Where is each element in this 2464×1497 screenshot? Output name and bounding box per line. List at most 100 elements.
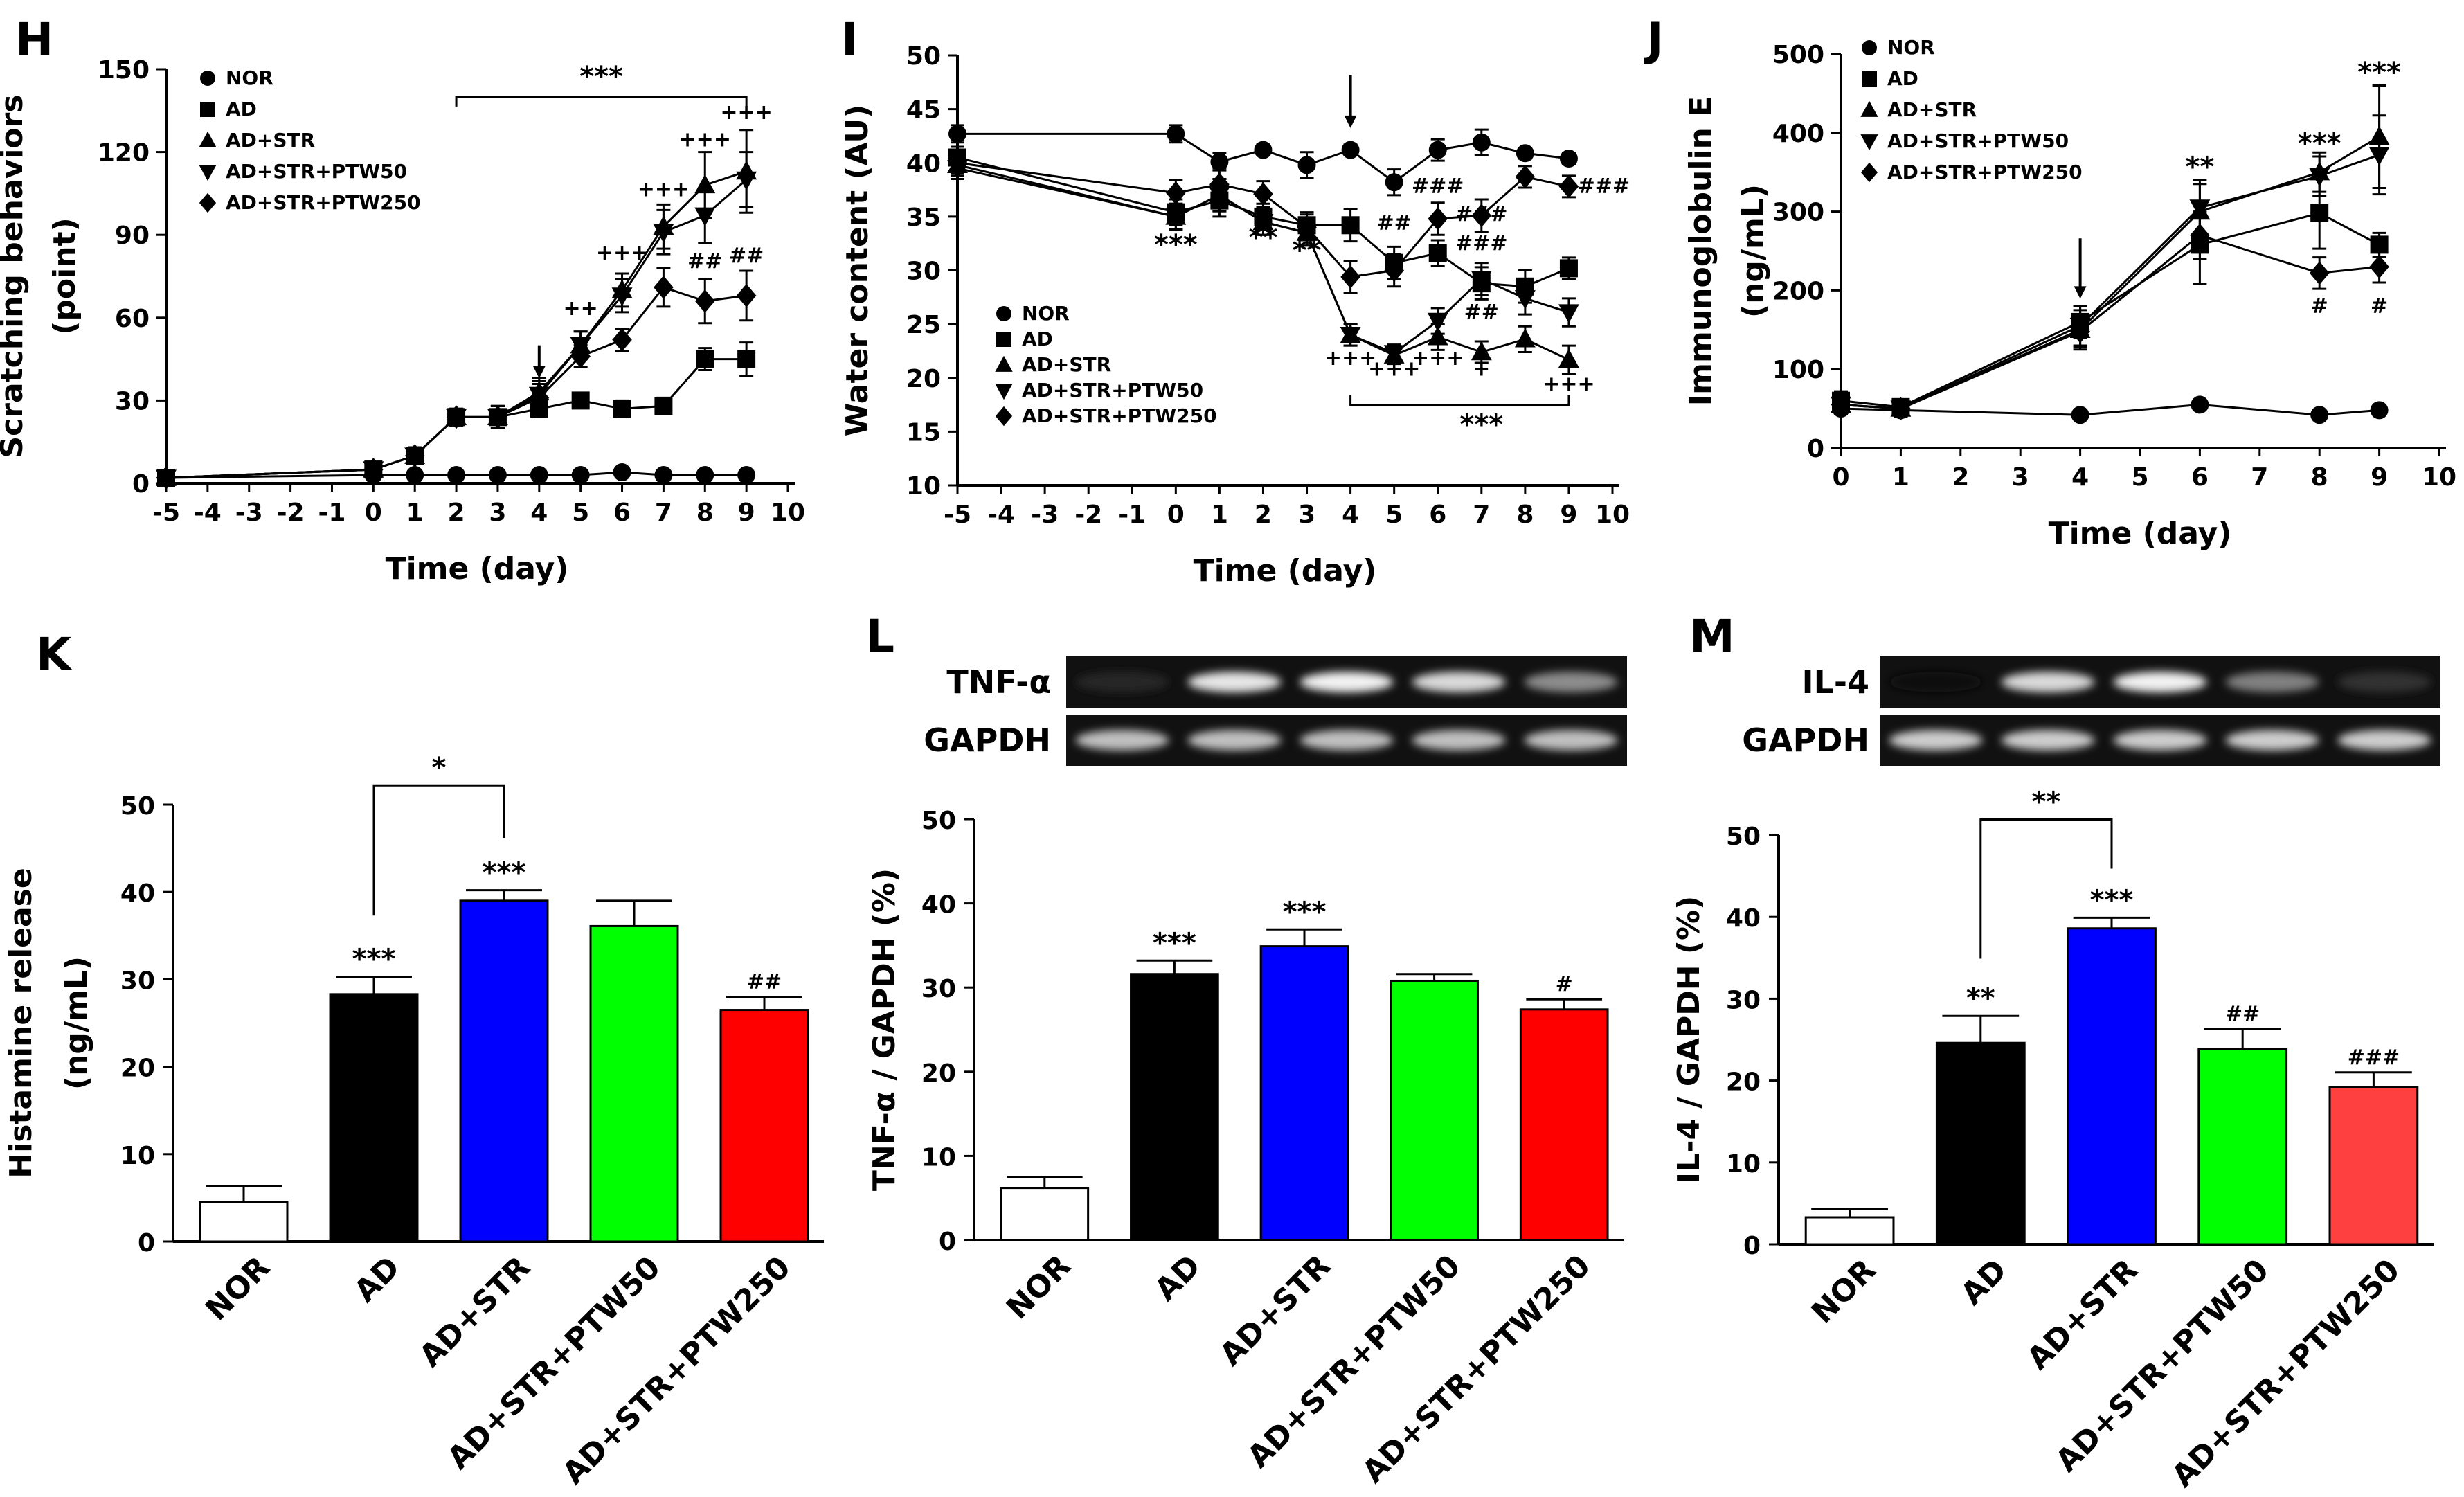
y-tick-label: 30 <box>120 967 155 995</box>
legend-marker <box>1860 162 1878 183</box>
legend-marker <box>200 71 215 86</box>
significance-label: ** <box>1249 222 1278 253</box>
significance-label: +++ <box>720 100 772 125</box>
data-point <box>1253 182 1273 206</box>
data-point <box>571 466 590 485</box>
data-point <box>613 400 631 418</box>
x-tick-label: 6 <box>1429 501 1446 529</box>
bar <box>719 1009 809 1243</box>
legend-entry: AD+STR+PTW50 <box>226 160 407 183</box>
x-tick-label: 7 <box>655 499 672 527</box>
significance-bracket <box>1349 395 1570 406</box>
significance-label: ## <box>729 244 764 268</box>
bracket-label: ** <box>2031 787 2060 818</box>
significance-label: ### <box>1455 231 1507 256</box>
x-tick-label: 6 <box>613 499 631 527</box>
y-axis-title: Scratching behaviors <box>0 94 30 458</box>
y-axis-title: IL-4 / GAPDH (%) <box>1671 896 1707 1183</box>
significance-bracket <box>455 96 748 107</box>
data-point <box>570 344 591 368</box>
y-axis-title: Immunoglobulin E <box>1683 96 1718 406</box>
data-point <box>1559 150 1578 168</box>
category-label: AD+STR <box>1213 1248 1338 1373</box>
data-point <box>1341 216 1360 235</box>
category-label: AD+STR+PTW250 <box>1356 1248 1597 1490</box>
significance-label: ### <box>2348 1046 2400 1070</box>
x-tick-label: -3 <box>1031 501 1059 529</box>
x-tick-label: 7 <box>2251 463 2268 492</box>
x-tick-label: 8 <box>696 499 714 527</box>
significance-label: ## <box>687 249 722 274</box>
legend-entry: AD+STR+PTW50 <box>1022 379 1203 402</box>
y-tick-label: 30 <box>1726 986 1761 1014</box>
y-tick-label: 10 <box>921 1143 956 1172</box>
data-point <box>947 151 968 175</box>
significance-bracket <box>1979 818 2113 959</box>
data-point <box>612 328 632 352</box>
data-point <box>2370 401 2389 420</box>
gel-band <box>2001 730 2095 751</box>
legend-entry: AD <box>226 98 257 120</box>
y-tick-label: 200 <box>1772 277 1824 305</box>
data-point <box>654 466 673 485</box>
data-point <box>737 350 756 368</box>
series-NOR <box>948 124 1578 197</box>
data-point <box>571 391 590 410</box>
x-tick-label: -4 <box>987 501 1015 529</box>
bar <box>1519 1008 1609 1241</box>
data-point <box>1514 328 1536 348</box>
data-point <box>1515 165 1536 189</box>
data-point <box>1558 348 1579 368</box>
data-point <box>487 405 508 429</box>
y-tick-label: 100 <box>1772 356 1824 384</box>
gel-band <box>1889 730 1983 751</box>
data-point <box>1427 312 1448 332</box>
gel-row-label: IL-4 <box>1801 663 1869 701</box>
arrow-head <box>2074 286 2087 299</box>
bar <box>1000 1187 1090 1241</box>
y-tick-label: 500 <box>1772 41 1824 69</box>
significance-label: ### <box>1578 174 1630 199</box>
data-point <box>696 466 714 485</box>
significance-label: *** <box>1153 927 1196 959</box>
bar <box>459 899 549 1243</box>
data-point <box>1166 181 1186 205</box>
legend-entry: AD+STR+PTW250 <box>1887 161 2083 183</box>
x-tick-label: 9 <box>738 499 755 527</box>
legend-entry: AD+STR <box>1887 98 1977 121</box>
data-point <box>1383 345 1405 364</box>
x-tick-label: 1 <box>1211 501 1228 529</box>
y-tick-label: 35 <box>906 204 941 232</box>
series-line <box>1840 234 2380 410</box>
series-line <box>1840 403 2380 416</box>
legend-marker <box>996 306 1011 321</box>
x-tick-label: 1 <box>406 499 424 527</box>
data-point <box>1210 152 1229 171</box>
x-tick-label: 5 <box>2131 463 2148 492</box>
data-point <box>1297 215 1317 240</box>
significance-label: *** <box>1283 896 1327 928</box>
significance-label: ### <box>1412 174 1464 199</box>
y-tick-label: 0 <box>1743 1232 1761 1260</box>
x-tick-label: 0 <box>365 499 382 527</box>
series-AD+STR+PTW250 <box>1831 210 2389 420</box>
y-axis-title: (ng/mL) <box>59 956 94 1090</box>
data-point <box>653 224 674 243</box>
y-axis-title: (ng/mL) <box>1736 184 1771 318</box>
data-point <box>948 125 966 143</box>
data-point <box>406 466 424 485</box>
x-tick-label: 10 <box>771 499 805 527</box>
significance-label: ## <box>1377 211 1412 235</box>
gel-band <box>2001 672 2095 692</box>
gel-band <box>1300 672 1394 692</box>
data-point <box>1428 207 1448 231</box>
category-label: NOR <box>1000 1248 1078 1327</box>
category-label: AD+STR+PTW250 <box>556 1250 798 1491</box>
data-point <box>447 466 466 485</box>
y-tick-label: 10 <box>906 472 941 501</box>
panel-I: I-5 -4 -3 -2 -1 0 1 2 3 4 5 6 7 8 9 1010152025303540455… <box>840 13 1630 589</box>
gel-band <box>1412 672 1506 692</box>
data-point <box>2071 406 2089 424</box>
